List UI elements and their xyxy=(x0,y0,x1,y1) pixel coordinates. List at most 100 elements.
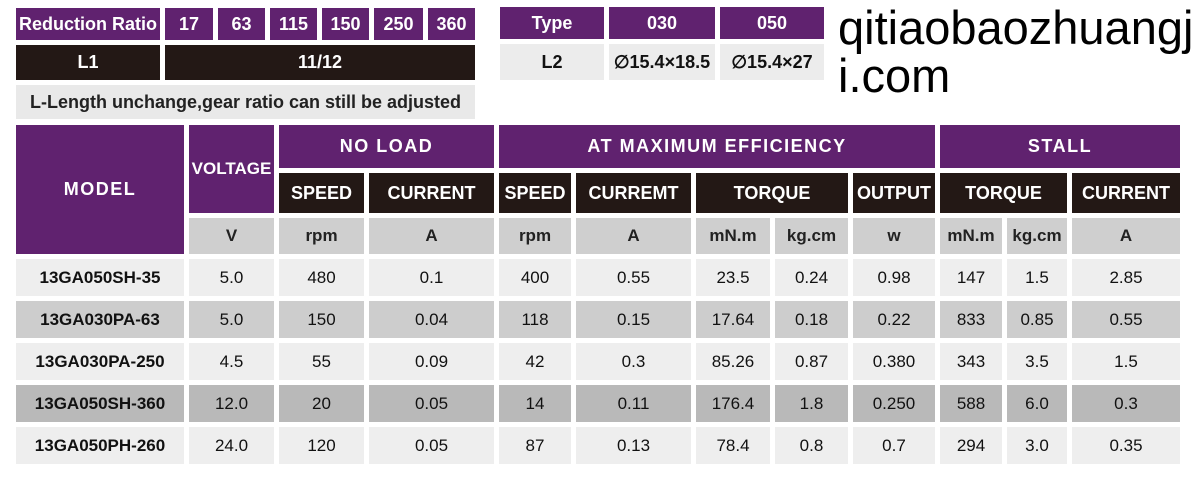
subheader-me-output: OUTPUT xyxy=(853,173,935,213)
unit-cell: kg.cm xyxy=(1007,218,1067,254)
header-no-load: NO LOAD xyxy=(279,125,494,168)
value-cell: 0.250 xyxy=(853,385,935,422)
ratio-cell: 17 xyxy=(165,8,213,40)
type-label: Type xyxy=(500,7,604,39)
subheader-nl-current: CURRENT xyxy=(369,173,494,213)
value-cell: 87 xyxy=(499,427,571,464)
l2-label: L2 xyxy=(500,44,604,80)
l2-value-050: ∅15.4×27 xyxy=(720,44,824,80)
value-cell: 5.0 xyxy=(189,259,274,296)
ratio-cell: 150 xyxy=(322,8,369,40)
value-cell: 0.7 xyxy=(853,427,935,464)
value-cell: 0.18 xyxy=(775,301,848,338)
type-table: Type 030 050 L2 ∅15.4×18.5 ∅15.4×27 xyxy=(495,2,829,85)
subheader-me-current: CURREMT xyxy=(576,173,691,213)
unit-cell: mN.m xyxy=(696,218,770,254)
value-cell: 12.0 xyxy=(189,385,274,422)
value-cell: 0.8 xyxy=(775,427,848,464)
value-cell: 0.15 xyxy=(576,301,691,338)
value-cell: 14 xyxy=(499,385,571,422)
subheader-stall-current: CURRENT xyxy=(1072,173,1180,213)
subheader-nl-speed: SPEED xyxy=(279,173,364,213)
value-cell: 85.26 xyxy=(696,343,770,380)
value-cell: 0.98 xyxy=(853,259,935,296)
table-row: 13GA030PA-63 5.0 150 0.04 118 0.15 17.64 0.18 0.… xyxy=(16,301,1180,338)
value-cell: 343 xyxy=(940,343,1002,380)
table-row: 13GA050SH-35 5.0 480 0.1 400 0.55 23.5 0.24 0.98… xyxy=(16,259,1180,296)
model-cell: 13GA030PA-250 xyxy=(16,343,184,380)
reduction-ratio-table: Reduction Ratio 17 63 115 150 250 360 L1… xyxy=(11,3,480,124)
header-voltage: VOLTAGE xyxy=(189,125,274,213)
value-cell: 0.05 xyxy=(369,385,494,422)
unit-cell: A xyxy=(369,218,494,254)
value-cell: 833 xyxy=(940,301,1002,338)
unit-cell: w xyxy=(853,218,935,254)
unit-cell: rpm xyxy=(279,218,364,254)
type-050: 050 xyxy=(720,7,824,39)
value-cell: 23.5 xyxy=(696,259,770,296)
unit-cell: mN.m xyxy=(940,218,1002,254)
type-030: 030 xyxy=(609,7,715,39)
unit-cell: A xyxy=(576,218,691,254)
value-cell: 3.5 xyxy=(1007,343,1067,380)
value-cell: 0.1 xyxy=(369,259,494,296)
value-cell: 0.55 xyxy=(1072,301,1180,338)
spec-table: MODEL VOLTAGE NO LOAD AT MAXIMUM EFFICIE… xyxy=(11,120,1185,469)
model-cell: 13GA030PA-63 xyxy=(16,301,184,338)
value-cell: 294 xyxy=(940,427,1002,464)
header-model: MODEL xyxy=(16,125,184,254)
l1-label: L1 xyxy=(16,45,160,80)
model-cell: 13GA050SH-35 xyxy=(16,259,184,296)
value-cell: 0.55 xyxy=(576,259,691,296)
value-cell: 176.4 xyxy=(696,385,770,422)
value-cell: 1.5 xyxy=(1072,343,1180,380)
value-cell: 2.85 xyxy=(1072,259,1180,296)
table-row: 13GA030PA-250 4.5 55 0.09 42 0.3 85.26 0.87 0.38… xyxy=(16,343,1180,380)
value-cell: 20 xyxy=(279,385,364,422)
value-cell: 0.09 xyxy=(369,343,494,380)
value-cell: 147 xyxy=(940,259,1002,296)
value-cell: 6.0 xyxy=(1007,385,1067,422)
table-row: 13GA050SH-360 12.0 20 0.05 14 0.11 176.4 1.8 0.2… xyxy=(16,385,1180,422)
value-cell: 400 xyxy=(499,259,571,296)
model-cell: 13GA050SH-360 xyxy=(16,385,184,422)
value-cell: 0.3 xyxy=(1072,385,1180,422)
header-stall: STALL xyxy=(940,125,1180,168)
value-cell: 118 xyxy=(499,301,571,338)
value-cell: 24.0 xyxy=(189,427,274,464)
value-cell: 0.380 xyxy=(853,343,935,380)
unit-cell: kg.cm xyxy=(775,218,848,254)
value-cell: 0.85 xyxy=(1007,301,1067,338)
unit-cell: V xyxy=(189,218,274,254)
model-cell: 13GA050PH-260 xyxy=(16,427,184,464)
value-cell: 0.3 xyxy=(576,343,691,380)
subheader-me-torque: TORQUE xyxy=(696,173,848,213)
value-cell: 42 xyxy=(499,343,571,380)
watermark: qitiaobaozhuangji.com xyxy=(838,1,1194,102)
value-cell: 0.11 xyxy=(576,385,691,422)
table-row: 13GA050PH-260 24.0 120 0.05 87 0.13 78.4 0.8 0.7… xyxy=(16,427,1180,464)
value-cell: 3.0 xyxy=(1007,427,1067,464)
l2-value-030: ∅15.4×18.5 xyxy=(609,44,715,80)
subheader-stall-torque: TORQUE xyxy=(940,173,1067,213)
subheader-me-speed: SPEED xyxy=(499,173,571,213)
value-cell: 78.4 xyxy=(696,427,770,464)
value-cell: 0.04 xyxy=(369,301,494,338)
ratio-cell: 360 xyxy=(428,8,475,40)
value-cell: 480 xyxy=(279,259,364,296)
value-cell: 150 xyxy=(279,301,364,338)
value-cell: 5.0 xyxy=(189,301,274,338)
value-cell: 0.22 xyxy=(853,301,935,338)
unit-cell: A xyxy=(1072,218,1180,254)
value-cell: 0.05 xyxy=(369,427,494,464)
value-cell: 0.87 xyxy=(775,343,848,380)
value-cell: 1.5 xyxy=(1007,259,1067,296)
length-note: L-Length unchange,gear ratio can still b… xyxy=(16,85,475,119)
header-max-efficiency: AT MAXIMUM EFFICIENCY xyxy=(499,125,935,168)
value-cell: 17.64 xyxy=(696,301,770,338)
ratio-cell: 115 xyxy=(270,8,317,40)
ratio-cell: 250 xyxy=(374,8,423,40)
value-cell: 0.13 xyxy=(576,427,691,464)
unit-cell: rpm xyxy=(499,218,571,254)
